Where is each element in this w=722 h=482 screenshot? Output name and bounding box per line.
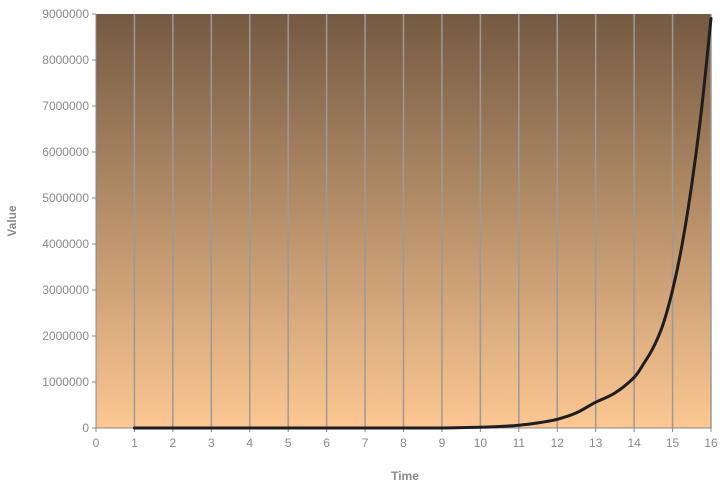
x-tick-label-16: 16 xyxy=(704,436,718,450)
x-tick-label-0: 0 xyxy=(93,436,100,450)
x-tick-label-5: 5 xyxy=(285,436,292,450)
y-tick-label-9000000: 9000000 xyxy=(42,7,89,21)
y-tick-label-1000000: 1000000 xyxy=(42,375,89,389)
x-tick-label-12: 12 xyxy=(551,436,565,450)
series-layer xyxy=(132,17,713,430)
x-tick-label-13: 13 xyxy=(589,436,603,450)
x-tick-label-10: 10 xyxy=(474,436,488,450)
x-tick-label-9: 9 xyxy=(439,436,446,450)
y-tick-label-3000000: 3000000 xyxy=(42,283,89,297)
x-tick-label-14: 14 xyxy=(627,436,641,450)
x-tick-label-11: 11 xyxy=(513,436,526,450)
series-line-0 xyxy=(132,17,713,430)
x-tick-labels: 0 1 2 3 4 5 6 7 8 9 10 11 12 13 14 15 16 xyxy=(93,436,718,450)
x-tick-label-7: 7 xyxy=(362,436,369,450)
x-tick-label-15: 15 xyxy=(666,436,680,450)
y-tick-label-5000000: 5000000 xyxy=(42,191,89,205)
x-tick-label-4: 4 xyxy=(246,436,253,450)
y-tick-label-6000000: 6000000 xyxy=(42,145,89,159)
y-tick-label-7000000: 7000000 xyxy=(42,99,89,113)
x-tick-label-6: 6 xyxy=(323,436,330,450)
y-axis-title: Value xyxy=(5,205,19,237)
x-tick-label-3: 3 xyxy=(208,436,215,450)
x-tick-label-1: 1 xyxy=(131,436,138,450)
y-tick-label-4000000: 4000000 xyxy=(42,237,89,251)
y-tick-labels: 0 1000000 2000000 3000000 4000000 5000000 6000… xyxy=(42,7,89,435)
x-tick-label-8: 8 xyxy=(400,436,407,450)
y-tick-label-8000000: 8000000 xyxy=(42,53,89,67)
y-tick-label-0: 0 xyxy=(82,421,89,435)
x-axis-title: Time xyxy=(391,469,419,482)
x-tick-label-2: 2 xyxy=(170,436,177,450)
gridlines xyxy=(133,14,712,428)
y-tick-label-2000000: 2000000 xyxy=(42,329,89,343)
